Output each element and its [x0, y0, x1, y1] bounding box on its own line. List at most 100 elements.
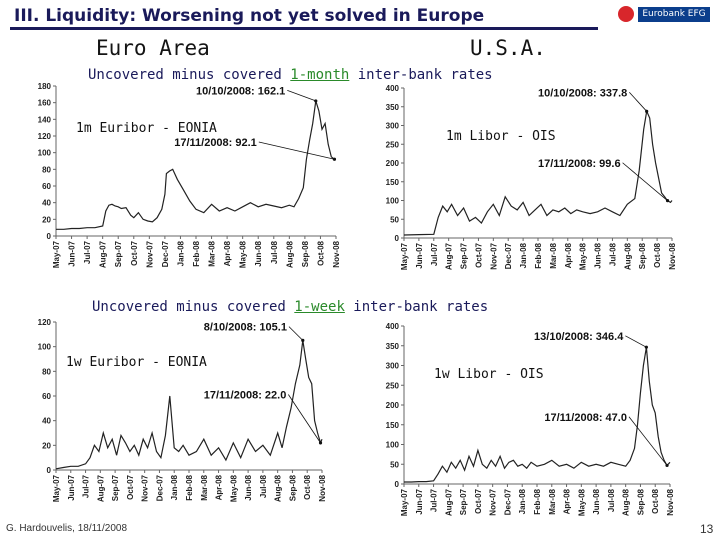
y-tick-label: 40 [42, 199, 51, 208]
x-tick-label: Jan-08 [176, 240, 185, 266]
y-tick-label: 50 [390, 215, 399, 224]
annotation-arrow [622, 162, 668, 201]
series-label: 1w Libor - OIS [434, 367, 544, 382]
annotation-label: 17/11/2008: 92.1 [174, 137, 257, 149]
annotation-point [665, 463, 669, 468]
section-title-1week-hl: 1-week [294, 299, 345, 315]
x-tick-label: Oct-07 [474, 488, 483, 513]
y-tick-label: 0 [395, 480, 400, 489]
x-tick-label: Jul-07 [430, 242, 439, 266]
logo-mark-icon [618, 6, 634, 22]
x-tick-label: Jan-08 [519, 242, 528, 268]
y-tick-label: 50 [390, 460, 399, 469]
y-tick-label: 60 [42, 182, 51, 191]
y-tick-label: 150 [386, 178, 400, 187]
x-tick-label: Jun-08 [594, 242, 603, 268]
annotation-point [314, 99, 318, 103]
y-tick-label: 350 [386, 103, 400, 112]
y-tick-label: 60 [42, 392, 51, 401]
region-label-euro: Euro Area [96, 36, 210, 60]
y-tick-label: 400 [386, 84, 400, 93]
y-tick-label: 20 [42, 441, 51, 450]
y-tick-label: 300 [386, 122, 400, 131]
x-tick-label: May-07 [400, 242, 409, 270]
y-tick-label: 160 [38, 99, 52, 108]
y-tick-label: 250 [386, 140, 400, 149]
y-tick-label: 100 [38, 343, 52, 352]
x-tick-label: May-07 [52, 240, 61, 268]
annotation-point [645, 109, 649, 113]
x-tick-label: May-07 [400, 488, 409, 516]
eurobank-logo: Eurobank EFG [618, 6, 712, 24]
y-tick-label: 300 [386, 362, 400, 371]
y-tick-label: 140 [38, 115, 52, 124]
x-tick-label: Sep-07 [459, 488, 468, 515]
x-tick-label: Sep-08 [638, 242, 647, 269]
x-tick-label: Jun-08 [244, 474, 253, 500]
x-tick-label: Apr-08 [563, 488, 572, 514]
x-tick-label: Aug-07 [96, 474, 105, 502]
y-tick-label: 150 [386, 421, 400, 430]
annotation-label: 8/10/2008: 105.1 [204, 322, 287, 334]
slide-title: III. Liquidity: Worsening not yet solved… [14, 6, 485, 26]
x-tick-label: Jan-08 [518, 488, 527, 514]
x-tick-label: Oct-07 [474, 242, 483, 267]
logo-text: Eurobank EFG [638, 7, 710, 22]
y-tick-label: 120 [38, 132, 52, 141]
x-tick-label: Aug-07 [444, 488, 453, 516]
x-tick-label: Sep-08 [636, 488, 645, 515]
y-tick-label: 200 [386, 401, 400, 410]
y-tick-label: 100 [38, 149, 52, 158]
y-tick-label: 20 [42, 215, 51, 224]
annotation-label: 10/10/2008: 337.8 [538, 87, 627, 99]
annotation-arrow [288, 326, 304, 341]
x-tick-label: Jun-08 [592, 488, 601, 514]
x-tick-label: May-08 [579, 242, 588, 270]
annotation-label: 17/11/2008: 47.0 [544, 412, 627, 424]
x-tick-label: Feb-08 [534, 242, 543, 268]
annotation-arrow [628, 416, 668, 466]
x-tick-label: Nov-07 [489, 488, 498, 515]
x-tick-label: May-08 [239, 240, 248, 268]
x-tick-label: Jul-07 [83, 240, 92, 264]
x-tick-label: Jan-08 [170, 474, 179, 500]
x-tick-label: Apr-08 [223, 240, 232, 266]
x-tick-label: Mar-08 [548, 488, 557, 514]
x-tick-label: Jun-07 [67, 474, 76, 500]
x-tick-label: Nov-07 [145, 240, 154, 267]
section-title-1week-pre: Uncovered minus covered [92, 299, 295, 315]
x-tick-label: Aug-08 [623, 242, 632, 270]
series-line [55, 340, 323, 470]
x-tick-label: Apr-08 [215, 474, 224, 500]
annotation-point [318, 441, 323, 445]
x-tick-label: Oct-08 [316, 240, 325, 265]
region-label-usa: U.S.A. [470, 36, 546, 60]
x-tick-label: May-08 [229, 474, 238, 502]
x-tick-label: Jul-08 [259, 474, 268, 498]
annotation-arrow [629, 91, 647, 112]
x-tick-label: Aug-07 [99, 240, 108, 268]
y-tick-label: 400 [386, 322, 400, 331]
y-tick-label: 100 [386, 197, 400, 206]
section-title-1week: Uncovered minus covered 1-week inter-ban… [92, 299, 488, 315]
y-tick-label: 0 [47, 232, 52, 241]
x-tick-label: Aug-08 [622, 488, 631, 516]
y-tick-label: 0 [47, 466, 52, 475]
x-tick-label: Dec-07 [155, 474, 164, 501]
x-tick-label: Aug-07 [445, 242, 454, 270]
annotation-arrow [625, 335, 647, 348]
series-line [404, 347, 671, 483]
chart-1m-libor-ois: 0 50 100 150 200 250 300 350 400 May-07 Jun-07 Jul-… [386, 84, 677, 270]
annotation-label: 10/10/2008: 162.1 [196, 85, 285, 97]
x-tick-label: Jul-08 [270, 240, 279, 264]
section-title-1month: Uncovered minus covered 1-month inter-ba… [88, 67, 493, 83]
annotation-point [665, 199, 670, 203]
x-tick-label: Dec-07 [503, 488, 512, 515]
x-tick-label: Nov-07 [141, 474, 150, 501]
chart-1w-libor-ois: 0 50 100 150 200 250 300 350 400 May-07 Jun-07 Jul-… [386, 322, 675, 516]
x-tick-label: Mar-08 [549, 242, 558, 268]
x-tick-label: Sep-08 [301, 240, 310, 267]
y-tick-label: 80 [42, 165, 51, 174]
x-tick-label: Jul-08 [607, 488, 616, 512]
x-tick-label: Feb-08 [533, 488, 542, 514]
